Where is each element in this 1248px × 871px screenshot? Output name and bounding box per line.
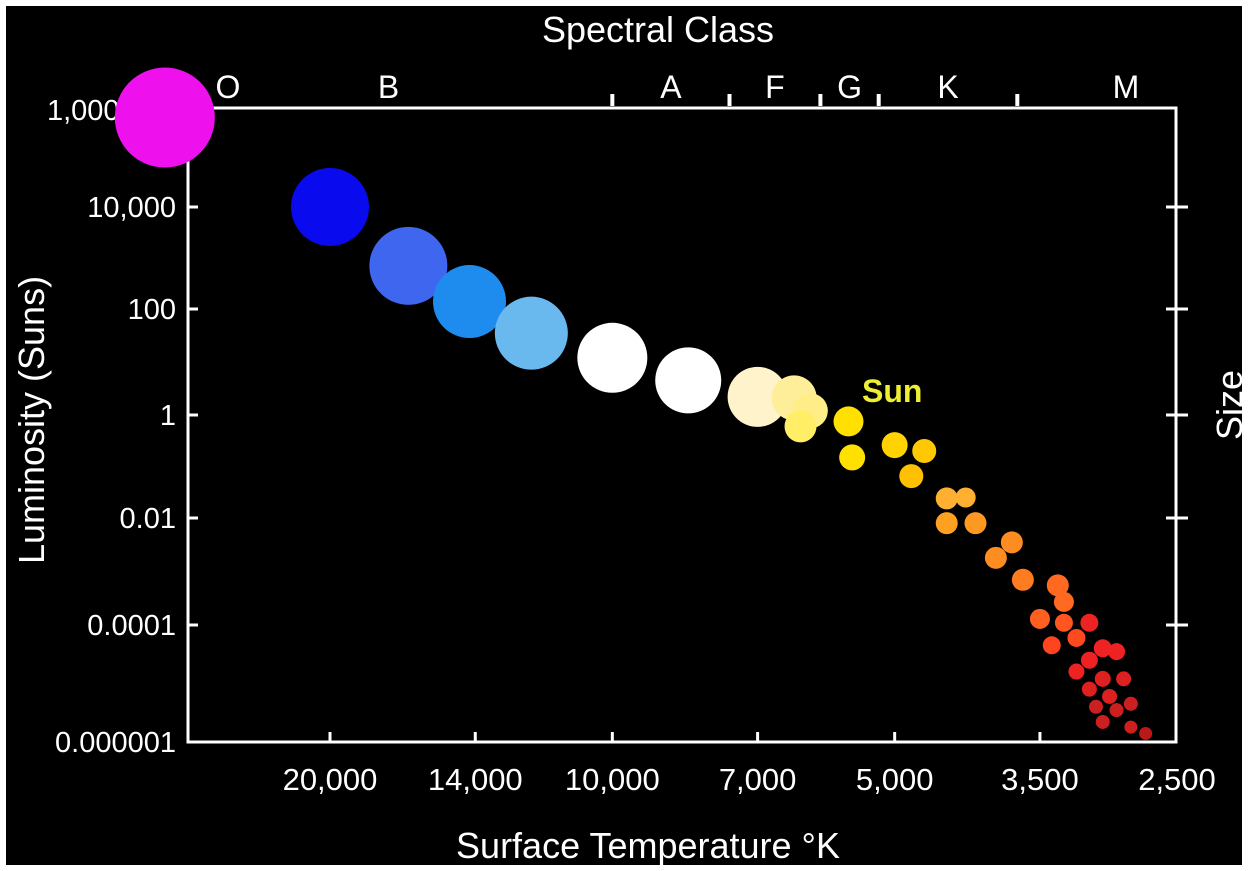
y-tick-label: 1 <box>160 400 176 432</box>
star-point <box>369 226 448 305</box>
y-tick-label: 10,000 <box>87 192 176 224</box>
star-point <box>1080 613 1099 632</box>
spectral-class-g: G <box>837 69 862 105</box>
star-point <box>494 296 568 370</box>
star-point <box>833 406 864 437</box>
star-point <box>1011 568 1034 591</box>
spectral-class-m: M <box>1113 69 1140 105</box>
y-tick-label: 0.0001 <box>87 610 176 642</box>
x-tick-label: 2,500 <box>1138 762 1216 797</box>
star-point <box>881 432 908 459</box>
star-point <box>899 464 924 489</box>
labels-group: Spectral Class Surface Temperature °K Lu… <box>11 9 1248 866</box>
star-point <box>1054 613 1073 632</box>
star-point <box>1093 639 1112 658</box>
x-tick-label: 7,000 <box>719 762 797 797</box>
chart-background <box>6 6 1242 865</box>
x-tick-label: 10,000 <box>565 762 660 797</box>
y-axis-label: Luminosity (Suns) <box>11 276 52 564</box>
star-point <box>1124 720 1138 734</box>
plot-frame <box>186 106 1178 744</box>
star-point <box>1094 670 1111 687</box>
star-point <box>433 265 507 339</box>
star-point <box>1095 714 1110 729</box>
star-point <box>784 410 817 443</box>
star-point <box>727 366 788 427</box>
star-point <box>955 487 976 508</box>
y-tick-label: 0.01 <box>120 503 176 535</box>
spectral-class-o: O <box>216 69 241 105</box>
x-tick-label: 20,000 <box>283 762 378 797</box>
stars-group <box>114 67 1153 740</box>
spectral-class-b: B <box>378 69 399 105</box>
y-tick-label: 100 <box>128 294 176 326</box>
star-point <box>1089 699 1104 714</box>
star-point <box>1108 643 1126 661</box>
star-point <box>984 546 1007 569</box>
star-point <box>964 512 987 535</box>
star-point <box>1080 651 1098 669</box>
x-tick-label: 14,000 <box>428 762 523 797</box>
star-point <box>1102 688 1118 704</box>
spectral-class-f: F <box>765 69 785 105</box>
star-point <box>1067 628 1086 647</box>
chart-title: Spectral Class <box>542 9 774 50</box>
x-axis-label: Surface Temperature °K <box>456 825 840 866</box>
spectral-class-k: K <box>937 69 958 105</box>
star-point <box>1116 671 1132 687</box>
axes-group: 1,000,00010,00010010.010.00010.00000120,… <box>47 69 1216 797</box>
star-point <box>1053 591 1074 612</box>
star-point <box>935 487 958 510</box>
star-point <box>1068 663 1085 680</box>
star-point <box>1109 703 1124 718</box>
y-tick-label: 0.000001 <box>55 727 176 759</box>
x-tick-label: 5,000 <box>856 762 934 797</box>
sun-annotation: Sun <box>862 373 922 409</box>
star-point <box>577 322 648 393</box>
star-point <box>1046 574 1069 597</box>
star-point <box>1042 636 1061 655</box>
star-point <box>912 438 937 463</box>
star-point <box>935 512 958 535</box>
star-point <box>1000 531 1023 554</box>
star-point <box>1139 726 1153 740</box>
star-point <box>114 67 215 168</box>
star-point <box>839 444 866 471</box>
star-point <box>291 168 369 246</box>
x-tick-label: 3,500 <box>1001 762 1079 797</box>
spectral-class-a: A <box>660 69 682 105</box>
star-point <box>1123 696 1138 711</box>
star-point <box>655 347 722 414</box>
star-point <box>1081 681 1097 697</box>
right-axis-label: Size <box>1209 370 1248 440</box>
star-point <box>1029 608 1050 629</box>
